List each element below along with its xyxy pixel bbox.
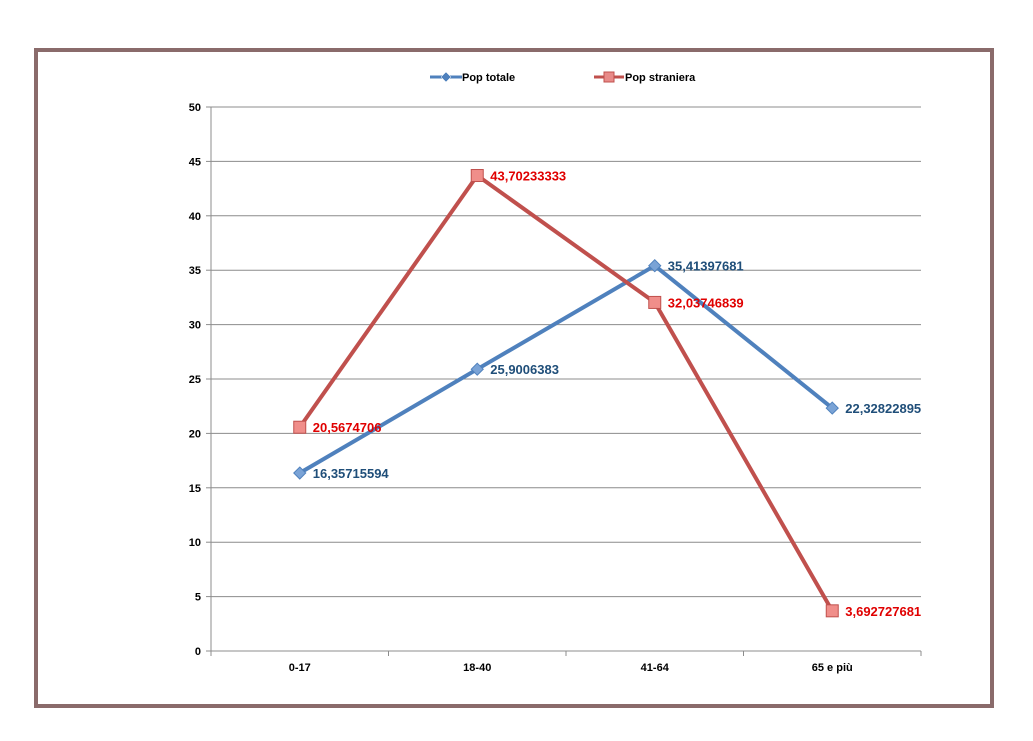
legend-marker-square bbox=[603, 71, 615, 83]
data-point-pop-straniera bbox=[648, 295, 662, 309]
y-tick-label: 15 bbox=[189, 483, 201, 495]
y-tick-label: 20 bbox=[189, 428, 201, 440]
data-label: 35,41397681 bbox=[668, 259, 744, 274]
data-point-pop-straniera bbox=[825, 604, 839, 618]
legend-item-pop-straniera: Pop straniera bbox=[594, 71, 696, 84]
x-axis-ticks: 0-17 18-40 41-64 65 e più bbox=[210, 651, 922, 674]
x-tick-label: 0-17 bbox=[289, 662, 311, 674]
legend: Pop totale Pop straniera bbox=[430, 71, 696, 84]
series-line-pop-straniera bbox=[298, 173, 834, 612]
y-tick-label: 45 bbox=[189, 156, 201, 168]
data-point-pop-straniera bbox=[470, 169, 484, 183]
y-tick-label: 50 bbox=[189, 102, 201, 114]
gridlines bbox=[211, 106, 921, 598]
data-point-pop-totale bbox=[470, 362, 484, 376]
legend-label-pop-totale: Pop totale bbox=[462, 72, 515, 84]
y-tick-label: 40 bbox=[189, 211, 201, 223]
data-label: 3,692727681 bbox=[845, 604, 921, 619]
data-point-pop-totale bbox=[648, 258, 662, 273]
x-tick-label: 65 e più bbox=[812, 662, 853, 674]
y-tick-label: 5 bbox=[195, 592, 201, 604]
y-axis-ticks: 0 5 10 15 20 25 30 35 40 45 50 bbox=[189, 102, 211, 658]
data-label: 20,5674706 bbox=[313, 420, 382, 435]
data-point-pop-straniera bbox=[293, 420, 307, 434]
y-tick-label: 25 bbox=[189, 374, 201, 386]
y-tick-label: 0 bbox=[195, 646, 201, 658]
data-labels-group: 16,35715594 25,9006383 35,41397681 22,32822… bbox=[313, 169, 921, 619]
x-tick-label: 41-64 bbox=[641, 662, 670, 674]
legend-label-pop-straniera: Pop straniera bbox=[625, 72, 696, 84]
x-tick-label: 18-40 bbox=[463, 662, 491, 674]
data-point-pop-totale bbox=[825, 401, 839, 415]
chart-frame bbox=[34, 48, 994, 708]
data-label: 16,35715594 bbox=[313, 466, 390, 481]
series-group bbox=[293, 169, 839, 618]
y-tick-label: 35 bbox=[189, 265, 201, 277]
data-label: 32,03746839 bbox=[668, 295, 744, 310]
legend-marker-diamond bbox=[440, 71, 452, 83]
data-point-pop-totale bbox=[293, 466, 307, 480]
data-label: 25,9006383 bbox=[490, 362, 559, 377]
series-line-pop-totale bbox=[298, 263, 834, 475]
data-label: 43,70233333 bbox=[490, 169, 566, 184]
legend-item-pop-totale: Pop totale bbox=[430, 71, 515, 84]
y-tick-label: 30 bbox=[189, 320, 201, 332]
data-label: 22,32822895 bbox=[845, 401, 921, 416]
y-tick-label: 10 bbox=[189, 537, 201, 549]
